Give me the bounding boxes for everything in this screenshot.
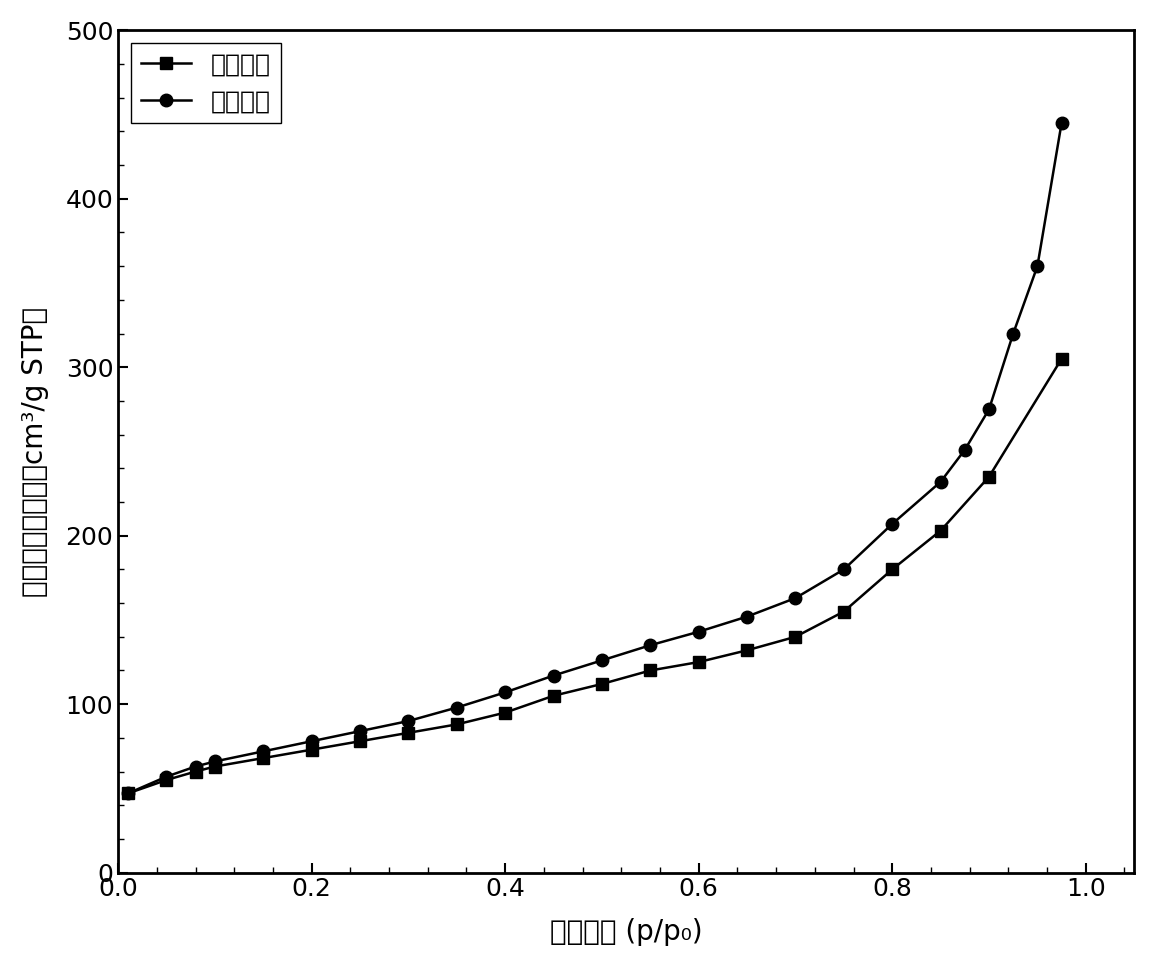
- 脱附曲线: [595, 655, 609, 666]
- 脱附曲线: [498, 687, 512, 698]
- 脱附曲线: [402, 716, 416, 727]
- 吸附曲线: [789, 631, 803, 643]
- 吸附曲线: [546, 689, 560, 701]
- 吸附曲线: [595, 678, 609, 689]
- 吸附曲线: [159, 775, 173, 786]
- 吸附曲线: [982, 471, 996, 483]
- 吸附曲线: [933, 525, 947, 537]
- 吸附曲线: [305, 744, 319, 755]
- 吸附曲线: [449, 718, 463, 730]
- 吸附曲线: [886, 564, 900, 575]
- 吸附曲线: [256, 752, 270, 764]
- 吸附曲线: [402, 727, 416, 739]
- 吸附曲线: [837, 605, 851, 617]
- 吸附曲线: [121, 788, 135, 800]
- X-axis label: 相对压力 (p/p₀): 相对压力 (p/p₀): [550, 919, 702, 946]
- Line: 吸附曲线: 吸附曲线: [121, 353, 1068, 800]
- 吸附曲线: [643, 664, 657, 676]
- Line: 脱附曲线: 脱附曲线: [121, 117, 1068, 800]
- 脱附曲线: [121, 788, 135, 800]
- 脱附曲线: [982, 403, 996, 415]
- 脱附曲线: [957, 444, 971, 455]
- 脱附曲线: [449, 702, 463, 714]
- Legend: 吸附曲线, 脱附曲线: 吸附曲线, 脱附曲线: [131, 43, 281, 124]
- 脱附曲线: [886, 518, 900, 530]
- 脱附曲线: [188, 761, 202, 773]
- 脱附曲线: [256, 746, 270, 757]
- 吸附曲线: [353, 736, 367, 747]
- 脱附曲线: [1030, 260, 1044, 272]
- 脱附曲线: [643, 639, 657, 651]
- 脱附曲线: [933, 476, 947, 487]
- 脱附曲线: [353, 725, 367, 737]
- 吸附曲线: [208, 761, 222, 773]
- 脱附曲线: [208, 755, 222, 767]
- 脱附曲线: [1006, 328, 1020, 339]
- 脱附曲线: [789, 592, 803, 603]
- 吸附曲线: [498, 707, 512, 718]
- 脱附曲线: [692, 626, 706, 637]
- 吸附曲线: [1055, 353, 1068, 365]
- Y-axis label: 单位质量吸附量（cm³/g STP）: 单位质量吸附量（cm³/g STP）: [21, 307, 49, 597]
- 吸附曲线: [740, 644, 754, 656]
- 脱附曲线: [546, 670, 560, 682]
- 脱附曲线: [305, 736, 319, 747]
- 脱附曲线: [159, 771, 173, 782]
- 脱附曲线: [1055, 117, 1068, 129]
- 吸附曲线: [188, 766, 202, 777]
- 脱附曲线: [837, 564, 851, 575]
- 吸附曲线: [692, 657, 706, 668]
- 脱附曲线: [740, 611, 754, 623]
